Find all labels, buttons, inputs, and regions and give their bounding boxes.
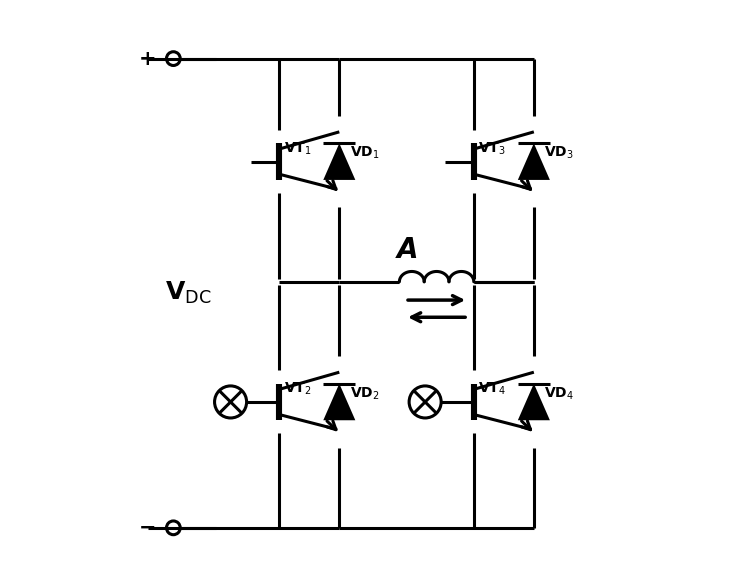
Text: VT$_4$: VT$_4$ [478, 381, 506, 397]
Text: +: + [139, 49, 157, 68]
Text: VT$_3$: VT$_3$ [478, 141, 506, 157]
Text: A: A [398, 236, 419, 264]
Text: VT$_2$: VT$_2$ [284, 381, 311, 397]
Polygon shape [518, 384, 550, 420]
Text: VD$_1$: VD$_1$ [349, 145, 380, 161]
Polygon shape [518, 143, 550, 180]
Polygon shape [323, 384, 355, 420]
Text: V$_{\mathrm{DC}}$: V$_{\mathrm{DC}}$ [165, 280, 211, 306]
Text: VD$_4$: VD$_4$ [544, 385, 574, 401]
Text: VD$_3$: VD$_3$ [544, 145, 574, 161]
Text: VT$_1$: VT$_1$ [284, 141, 312, 157]
Text: VD$_2$: VD$_2$ [349, 385, 380, 401]
Text: −: − [139, 518, 157, 538]
Polygon shape [323, 143, 355, 180]
